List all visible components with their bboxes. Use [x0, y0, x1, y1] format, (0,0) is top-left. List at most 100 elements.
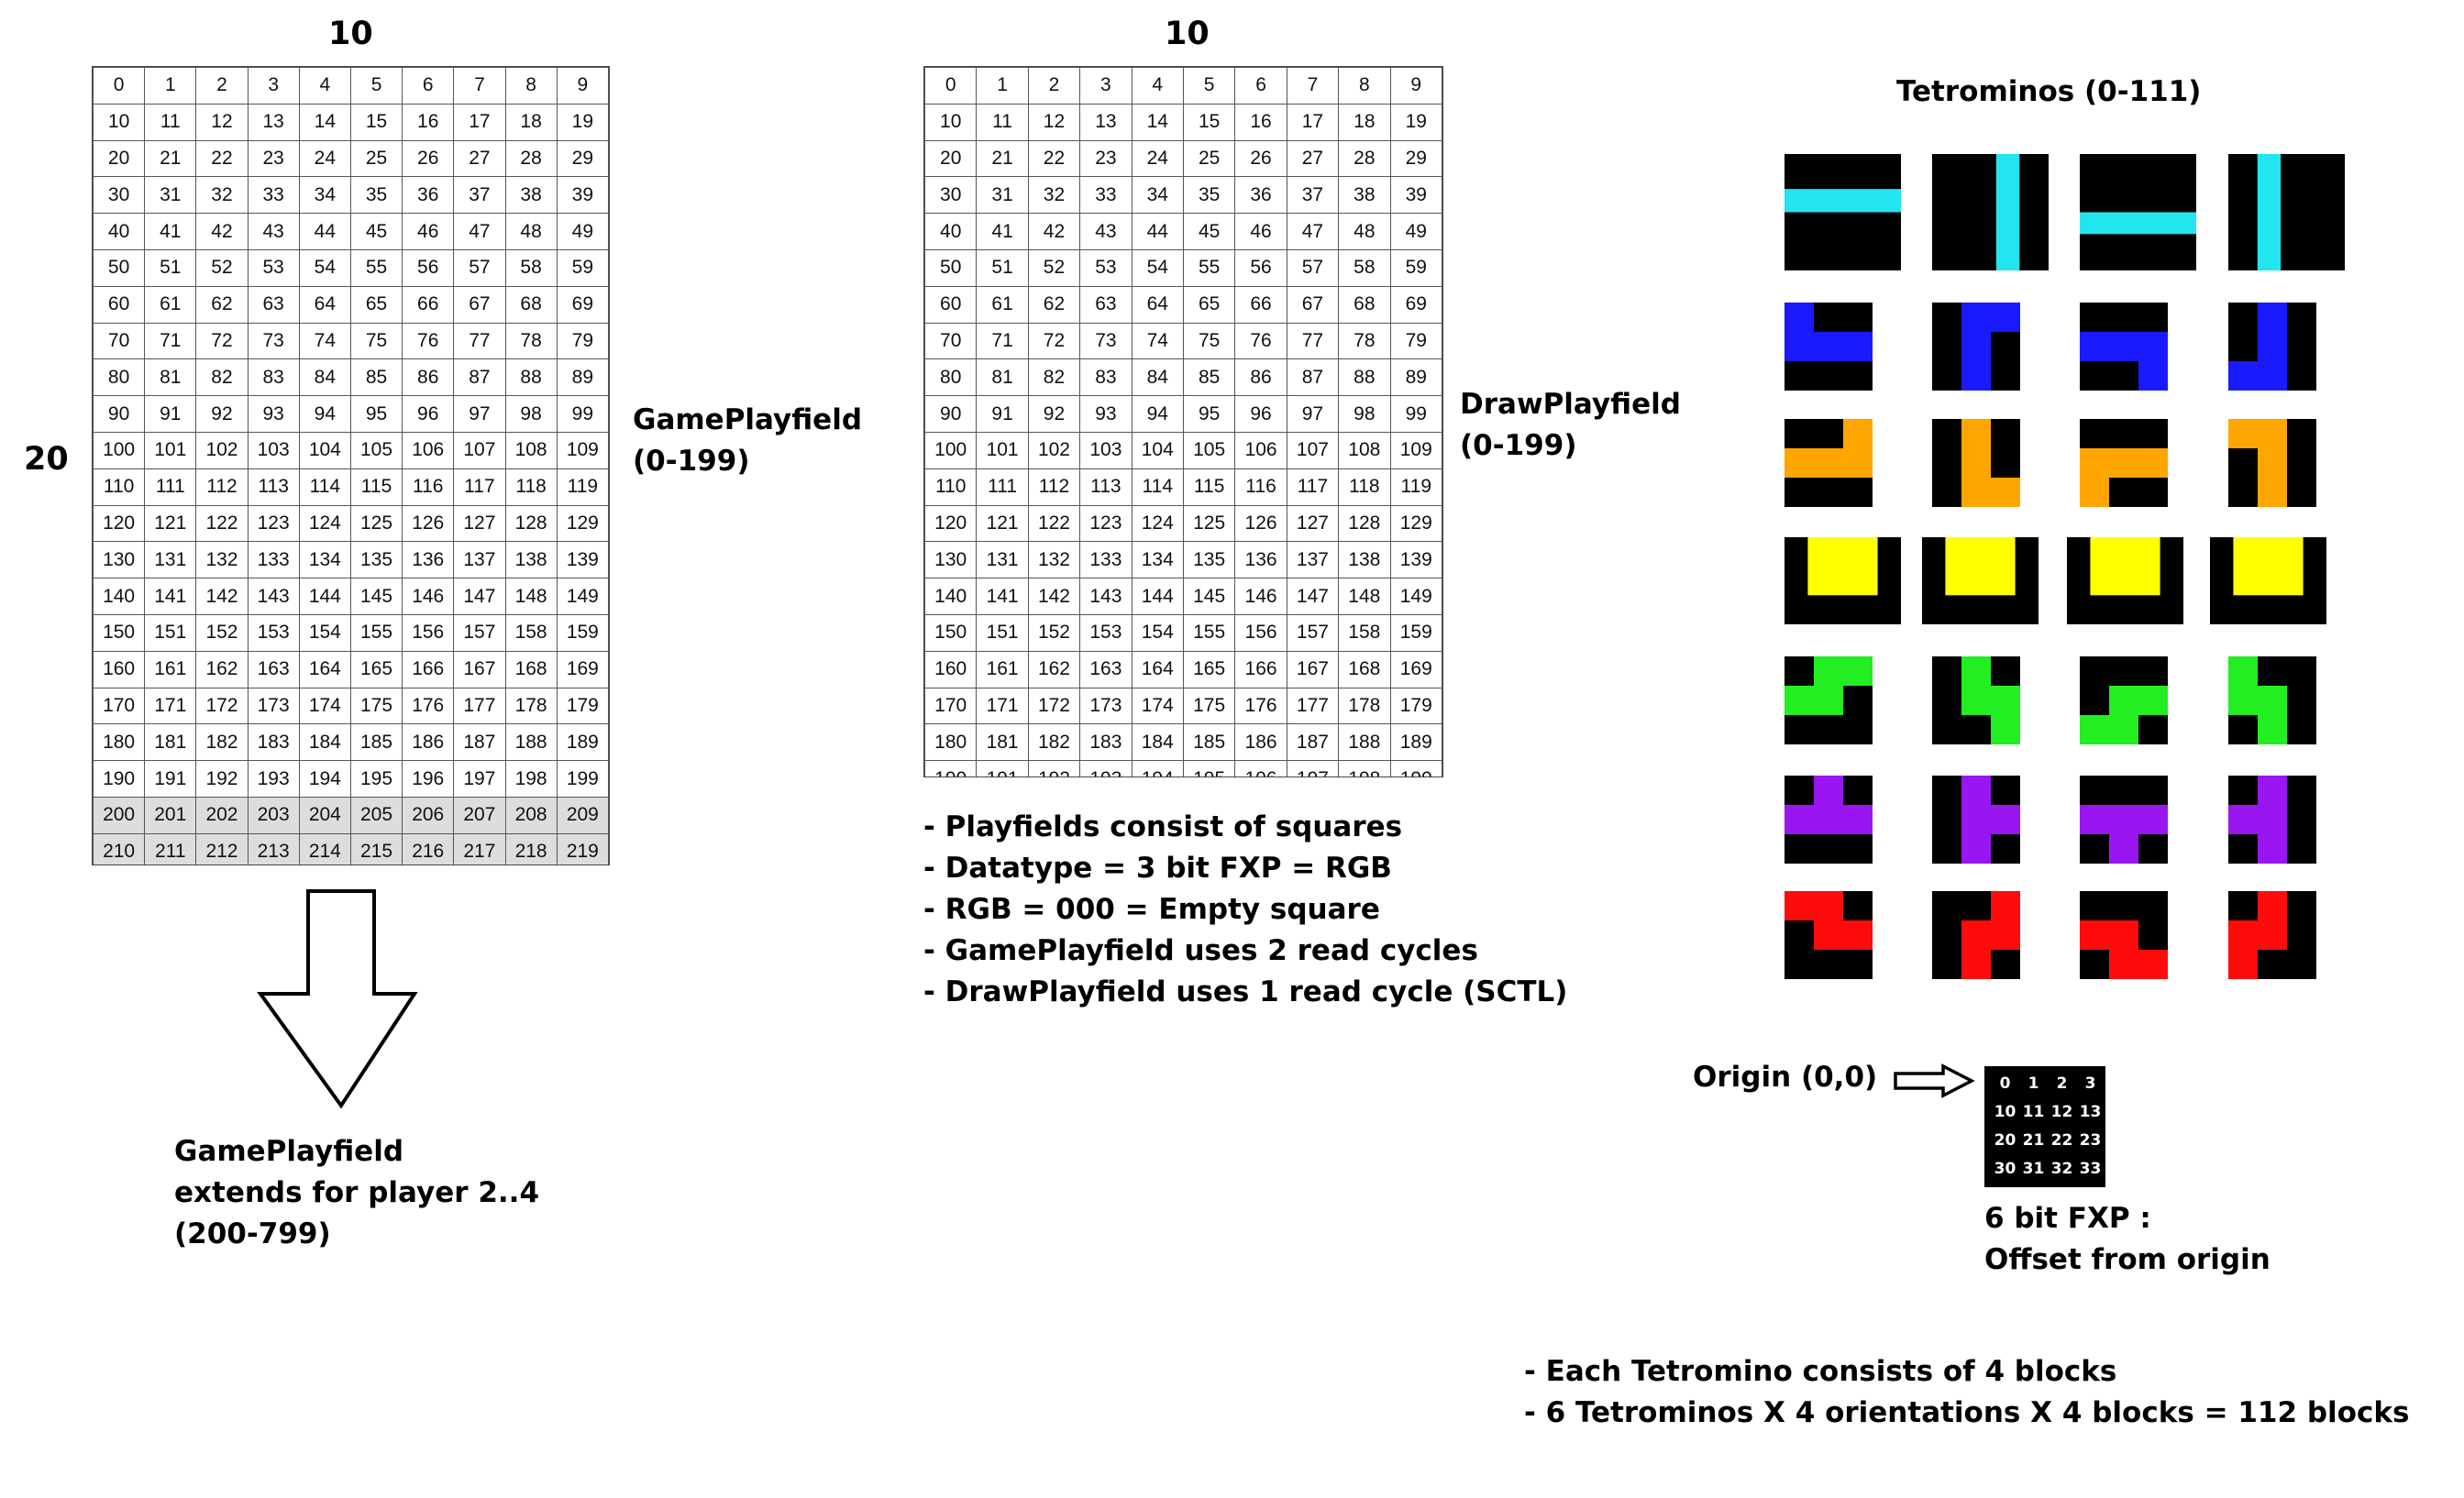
origin-cell: 33 — [2079, 1159, 2102, 1178]
grid-cell: 20 — [93, 139, 146, 178]
grid-cell: 158 — [1338, 613, 1391, 652]
note-line: - RGB = 000 = Empty square — [923, 893, 1380, 926]
tetromino-block — [2080, 715, 2109, 744]
grid-cell: 28 — [504, 139, 558, 178]
game-playfield-label: GamePlayfield (0-199) — [633, 400, 862, 482]
grid-cell: 122 — [1027, 504, 1081, 543]
grid-cell: 159 — [556, 613, 609, 652]
grid-cell: 151 — [976, 613, 1029, 652]
grid-cell: 40 — [93, 213, 146, 250]
grid-cell: 115 — [349, 468, 403, 506]
grid-cell: 24 — [298, 139, 351, 178]
grid-cell: 192 — [1027, 760, 1081, 777]
grid-cell: 124 — [1131, 504, 1184, 543]
tetromino-block — [1991, 805, 2020, 834]
grid-row: 20 21 22 23 24 25 26 27 28 29 — [93, 139, 609, 178]
grid-cell: 167 — [1286, 650, 1340, 688]
grid-cell: 8 — [1338, 67, 1391, 105]
grid-cell: 9 — [556, 67, 609, 105]
grid-row: 70 71 72 73 74 75 76 77 78 79 — [93, 322, 609, 360]
grid-cell: 54 — [1131, 248, 1184, 287]
origin-row: 10 11 12 13 — [1984, 1097, 2105, 1126]
tetromino-piece — [1932, 776, 2020, 864]
grid-cell: 149 — [556, 578, 609, 615]
grid-cell: 16 — [402, 103, 455, 141]
grid-cell: 3 — [247, 67, 300, 105]
grid-cell: 28 — [1338, 139, 1391, 178]
grid-row: 180 181 182 183 184 185 186 187 188 189 — [93, 723, 609, 762]
grid-cell: 61 — [976, 285, 1029, 324]
grid-cell: 191 — [976, 760, 1029, 777]
grid-cell: 5 — [1182, 67, 1236, 105]
grid-cell: 6 — [402, 67, 455, 105]
grid-cell: 50 — [93, 248, 146, 287]
grid-row: 170 171 172 173 174 175 176 177 178 179 — [93, 687, 609, 725]
tetromino-piece — [1784, 303, 1873, 391]
note-line: - Playfields consist of squares — [923, 810, 1403, 843]
tetromino-block — [2258, 303, 2287, 332]
tetromino-block — [1961, 478, 1991, 507]
tetromino-block — [2138, 950, 2168, 979]
tetromino-block — [2233, 537, 2304, 596]
grid-cell: 82 — [195, 358, 249, 397]
grid-cell: 102 — [195, 431, 249, 469]
grid-cell: 173 — [247, 687, 300, 725]
grid-row: 160 161 162 163 164 165 166 167 168 169 — [924, 650, 1442, 688]
origin-cell: 21 — [2022, 1130, 2045, 1150]
grid-cell: 106 — [1234, 431, 1287, 469]
grid-cell: 160 — [924, 650, 978, 688]
grid-row: 30 31 32 33 34 35 36 37 38 39 — [93, 176, 609, 215]
grid-cell: 74 — [1131, 322, 1184, 360]
grid-cell: 114 — [1131, 468, 1184, 506]
tetromino-block — [1991, 686, 2020, 715]
grid-cell: 156 — [1234, 613, 1287, 652]
grid-cell: 32 — [195, 176, 249, 215]
grid-cell: 214 — [298, 832, 351, 865]
origin-cell: 32 — [2050, 1159, 2073, 1178]
tetromino-piece — [1784, 776, 1873, 864]
tetromino-block — [2109, 920, 2138, 950]
tetromino-block — [1961, 332, 1991, 361]
grid-cell: 97 — [453, 395, 506, 433]
grid-cell: 196 — [1234, 760, 1287, 777]
tetromino-block — [1961, 656, 1991, 686]
grid-cell: 195 — [349, 760, 403, 798]
game-playfield-title: GamePlayfield — [633, 403, 863, 436]
origin-caption-line2: Offset from origin — [1984, 1243, 2271, 1276]
grid-cell: 129 — [556, 504, 609, 543]
grid-cell: 82 — [1027, 358, 1081, 397]
tetromino-block — [1843, 920, 1873, 950]
grid-cell: 53 — [247, 248, 300, 287]
grid-cell: 121 — [976, 504, 1029, 543]
grid-row: 120 121 122 123 124 125 126 127 128 129 — [924, 504, 1442, 543]
grid-cell: 188 — [504, 723, 558, 762]
grid-cell: 123 — [247, 504, 300, 543]
grid-cell: 118 — [504, 468, 558, 506]
grid-cell: 59 — [1389, 248, 1442, 287]
grid-cell: 181 — [144, 723, 197, 762]
tetromino-block — [2080, 920, 2109, 950]
grid-cell: 187 — [1286, 723, 1340, 762]
grid-cell: 37 — [453, 176, 506, 215]
grid-cell: 202 — [195, 796, 249, 834]
grid-cell: 162 — [195, 650, 249, 688]
origin-offset-grid: 0 1 2 3 10 11 12 13 20 21 22 23 30 31 32… — [1984, 1066, 2105, 1187]
tetromino-block — [2258, 805, 2287, 834]
grid-cell: 96 — [402, 395, 455, 433]
grid-cell: 98 — [1338, 395, 1391, 433]
grid-cell: 0 — [924, 67, 978, 105]
grid-cell: 10 — [93, 103, 146, 141]
grid-cell: 189 — [1389, 723, 1442, 762]
grid-cell: 86 — [1234, 358, 1287, 397]
tetromino-piece — [1784, 419, 1873, 507]
tetromino-piece — [1784, 537, 1901, 624]
tetromino-block — [1814, 891, 1843, 920]
tetromino-block — [2109, 834, 2138, 864]
origin-label: Origin (0,0) — [1693, 1061, 1878, 1094]
grid-cell: 99 — [1389, 395, 1442, 433]
grid-cell: 94 — [1131, 395, 1184, 433]
grid-cell: 111 — [976, 468, 1029, 506]
grid-cell: 117 — [1286, 468, 1340, 506]
grid-cell: 31 — [144, 176, 197, 215]
tetromino-piece — [2080, 154, 2196, 270]
